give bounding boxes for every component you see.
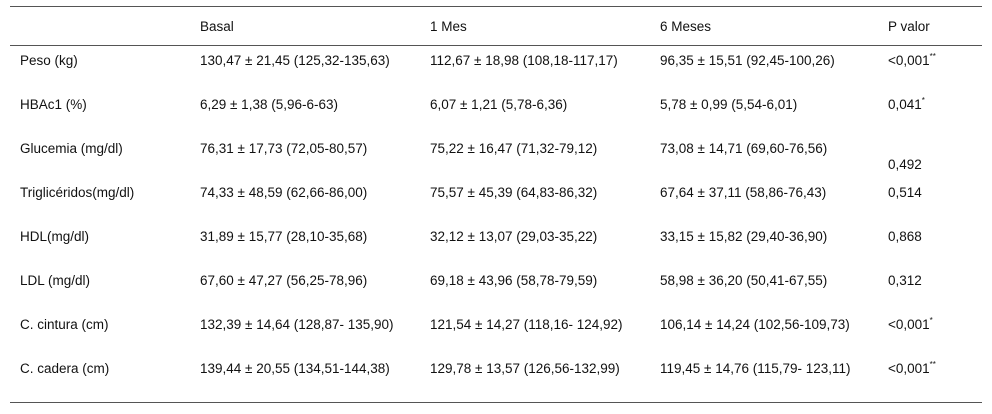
p-value-cell: 0,492 — [878, 134, 982, 178]
value-text: 6,07 ± 1,21 (5,78-6,36) — [430, 96, 568, 112]
table-row: HBAc1 (%) 6,29 ± 1,38 (5,96-6-63) 6,07 ± 1… — [10, 90, 982, 134]
value-text: 112,67 ± 18,98 (108,18-117,17) — [430, 53, 618, 68]
p-value: 0,312 — [888, 272, 922, 288]
value-text: 119,45 ± 14,76 (115,79- 123,11) — [660, 360, 851, 376]
header-cell: Basal — [190, 7, 420, 46]
value-cell: 119,45 ± 14,76 (115,79- 123,11) — [650, 354, 878, 403]
value-cell: 67,64 ± 37,11 (58,86-76,43) — [650, 178, 878, 222]
value-text: 73,08 ± 14,71 (69,60-76,56) — [660, 140, 828, 156]
value-text: 106,14 ± 14,24 (102,56-109,73) — [660, 316, 850, 332]
table-body: Peso (kg) 130,47 ± 21,45 (125,32-135,63) 1… — [10, 46, 982, 403]
p-value-cell: 0,312 — [878, 266, 982, 310]
p-value: <0,001 — [888, 53, 930, 68]
table-row: LDL (mg/dl) 67,60 ± 47,27 (56,25-78,96) 69… — [10, 266, 982, 310]
row-label: HBAc1 (%) — [20, 96, 87, 112]
value-text: 69,18 ± 43,96 (58,78-79,59) — [430, 272, 598, 288]
value-text: 58,98 ± 36,20 (50,41-67,55) — [660, 272, 828, 288]
value-text: 75,57 ± 45,39 (64,83-86,32) — [430, 184, 598, 200]
p-value-cell: <0,001* — [878, 310, 982, 354]
significance-mark: * — [929, 315, 933, 325]
value-text: 129,78 ± 13,57 (126,56-132,99) — [430, 360, 620, 376]
value-cell: 121,54 ± 14,27 (118,16- 124,92) — [420, 310, 650, 354]
row-label: C. cintura (cm) — [20, 316, 109, 332]
value-cell: 31,89 ± 15,77 (28,10-35,68) — [190, 222, 420, 266]
p-value-cell: <0,001** — [878, 46, 982, 90]
p-value: 0,041 — [888, 96, 922, 112]
header-cell — [10, 7, 190, 46]
value-text: 6,29 ± 1,38 (5,96-6-63) — [200, 96, 338, 112]
p-value: 0,514 — [888, 184, 922, 200]
table-row: Glucemia (mg/dl) 76,31 ± 17,73 (72,05-80,… — [10, 134, 982, 178]
results-table: Basal 1 Mes 6 Meses P valor Peso (kg) 130,47… — [10, 6, 982, 403]
value-text: 33,15 ± 15,82 (29,40-36,90) — [660, 228, 828, 244]
value-text: 67,60 ± 47,27 (56,25-78,96) — [200, 272, 368, 288]
significance-mark: ** — [929, 52, 936, 61]
table-row: Peso (kg) 130,47 ± 21,45 (125,32-135,63) 1… — [10, 46, 982, 90]
p-value-cell: <0,001** — [878, 354, 982, 403]
header-cell: 1 Mes — [420, 7, 650, 46]
header-text: 6 Meses — [660, 18, 712, 34]
row-label: LDL (mg/dl) — [20, 272, 91, 288]
value-cell: 76,31 ± 17,73 (72,05-80,57) — [190, 134, 420, 178]
value-cell: 75,22 ± 16,47 (71,32-79,12) — [420, 134, 650, 178]
table-header: Basal 1 Mes 6 Meses P valor — [10, 6, 982, 46]
value-cell: 6,29 ± 1,38 (5,96-6-63) — [190, 90, 420, 134]
value-text: 74,33 ± 48,59 (62,66-86,00) — [200, 184, 368, 200]
table-row: C. cadera (cm) 139,44 ± 20,55 (134,51-144… — [10, 354, 982, 403]
value-cell: 69,18 ± 43,96 (58,78-79,59) — [420, 266, 650, 310]
value-cell: 112,67 ± 18,98 (108,18-117,17) — [420, 46, 650, 90]
table-row: C. cintura (cm) 132,39 ± 14,64 (128,87- 1… — [10, 310, 982, 354]
value-text: 31,89 ± 15,77 (28,10-35,68) — [200, 228, 368, 244]
significance-mark: ** — [929, 359, 936, 369]
row-label: Peso (kg) — [20, 53, 78, 68]
table-row: HDL(mg/dl) 31,89 ± 15,77 (28,10-35,68) 32,… — [10, 222, 982, 266]
value-cell: 96,35 ± 15,51 (92,45-100,26) — [650, 46, 878, 90]
header-text: Basal — [200, 18, 234, 34]
value-text: 67,64 ± 37,11 (58,86-76,43) — [660, 184, 827, 200]
value-cell: 106,14 ± 14,24 (102,56-109,73) — [650, 310, 878, 354]
value-text: 96,35 ± 15,51 (92,45-100,26) — [660, 53, 835, 68]
p-value: <0,001 — [888, 316, 930, 332]
row-label: Triglicéridos(mg/dl) — [20, 184, 135, 200]
p-value-cell: 0,868 — [878, 222, 982, 266]
header-text: P valor — [888, 18, 930, 34]
table-row: Triglicéridos(mg/dl) 74,33 ± 48,59 (62,66… — [10, 178, 982, 222]
row-label: C. cadera (cm) — [20, 360, 110, 376]
header-cell: P valor — [878, 7, 982, 46]
value-text: 75,22 ± 16,47 (71,32-79,12) — [430, 140, 598, 156]
value-cell: 139,44 ± 20,55 (134,51-144,38) — [190, 354, 420, 403]
p-value-cell: 0,041* — [878, 90, 982, 134]
value-cell: 129,78 ± 13,57 (126,56-132,99) — [420, 354, 650, 403]
value-cell: 5,78 ± 0,99 (5,54-6,01) — [650, 90, 878, 134]
value-cell: 74,33 ± 48,59 (62,66-86,00) — [190, 178, 420, 222]
value-cell: 75,57 ± 45,39 (64,83-86,32) — [420, 178, 650, 222]
value-cell: 130,47 ± 21,45 (125,32-135,63) — [190, 46, 420, 90]
value-cell: 58,98 ± 36,20 (50,41-67,55) — [650, 266, 878, 310]
value-cell: 67,60 ± 47,27 (56,25-78,96) — [190, 266, 420, 310]
value-text: 132,39 ± 14,64 (128,87- 135,90) — [200, 316, 394, 332]
value-text: 5,78 ± 0,99 (5,54-6,01) — [660, 96, 798, 112]
header-cell: 6 Meses — [650, 7, 878, 46]
value-cell: 32,12 ± 13,07 (29,03-35,22) — [420, 222, 650, 266]
value-text: 121,54 ± 14,27 (118,16- 124,92) — [430, 316, 623, 332]
p-value: 0,492 — [888, 156, 922, 172]
p-value-cell: 0,514 — [878, 178, 982, 222]
value-cell: 33,15 ± 15,82 (29,40-36,90) — [650, 222, 878, 266]
value-cell: 73,08 ± 14,71 (69,60-76,56) — [650, 134, 878, 178]
value-cell: 6,07 ± 1,21 (5,78-6,36) — [420, 90, 650, 134]
value-text: 139,44 ± 20,55 (134,51-144,38) — [200, 360, 390, 376]
value-cell: 132,39 ± 14,64 (128,87- 135,90) — [190, 310, 420, 354]
row-label: HDL(mg/dl) — [20, 228, 90, 244]
value-text: 76,31 ± 17,73 (72,05-80,57) — [200, 140, 368, 156]
row-label: Glucemia (mg/dl) — [20, 140, 123, 156]
value-text: 32,12 ± 13,07 (29,03-35,22) — [430, 228, 598, 244]
significance-mark: * — [921, 95, 925, 105]
p-value: 0,868 — [888, 228, 922, 244]
p-value: <0,001 — [888, 360, 930, 376]
header-text: 1 Mes — [430, 18, 467, 34]
value-text: 130,47 ± 21,45 (125,32-135,63) — [200, 53, 390, 68]
